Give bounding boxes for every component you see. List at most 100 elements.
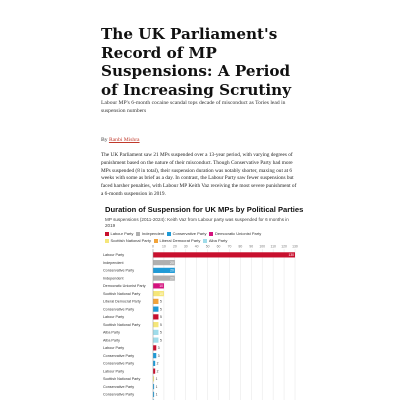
author-link[interactable]: Ranbi Mishra: [108, 137, 140, 143]
category-label: Labour Party: [103, 369, 124, 373]
x-tick-label: 90: [249, 245, 253, 249]
x-tick-label: 70: [228, 245, 232, 249]
bar: [153, 353, 157, 359]
bar: [153, 376, 155, 382]
x-tick-label: 130: [292, 245, 298, 249]
legend-label: Alba Party: [208, 238, 228, 243]
value-label: 2: [157, 362, 159, 366]
value-label: 5: [160, 300, 162, 304]
category-label: Conservative Party: [103, 362, 134, 366]
x-tick-label: 10: [162, 245, 166, 249]
bar: [153, 260, 175, 266]
legend-label: Conservative Party: [172, 231, 207, 236]
legend-swatch: [167, 231, 172, 236]
legend-item: Independent: [136, 231, 164, 236]
bar: [153, 391, 155, 397]
legend-swatch: [136, 231, 141, 236]
category-label: Scottish National Party: [103, 377, 140, 381]
legend-swatch: [203, 238, 208, 243]
bar: [153, 322, 159, 328]
category-label: Conservative Party: [103, 385, 134, 389]
chart-subtitle: MP suspensions (2011-2024): Keith Vaz fr…: [105, 217, 289, 228]
bar: [153, 298, 159, 304]
legend-item: Scottish National Party: [105, 238, 151, 243]
x-tick-label: 40: [195, 245, 199, 249]
category-label: Conservative Party: [103, 307, 134, 311]
x-tick-label: 60: [217, 245, 221, 249]
x-tick-label: 30: [184, 245, 188, 249]
legend-label: Democratic Unionist Party: [214, 231, 262, 236]
bar: [153, 291, 164, 297]
x-tick-label: 0: [152, 245, 154, 249]
value-label: 5: [160, 331, 162, 335]
bar: [153, 368, 156, 374]
bar: [153, 306, 159, 312]
bar: [153, 314, 159, 320]
value-label: 2: [157, 369, 159, 373]
value-label: 3: [158, 346, 160, 350]
category-label: Conservative Party: [103, 269, 134, 273]
article-dek: Labour MP's 6-month cocaine scandal tops…: [101, 100, 286, 114]
bar: [153, 337, 159, 343]
x-tick-label: 50: [206, 245, 210, 249]
bar: [153, 267, 175, 273]
value-label: 1: [156, 377, 158, 381]
value-label: 10: [159, 284, 163, 288]
value-label: 130: [288, 253, 294, 257]
category-label: Labour Party: [103, 346, 124, 350]
x-tick-label: 100: [259, 245, 265, 249]
value-label: 20: [170, 269, 174, 273]
legend-swatch: [105, 231, 109, 236]
legend-item: Liberal Democrat Party: [153, 238, 201, 243]
legend-swatch: [153, 238, 158, 243]
value-label: 20: [170, 261, 174, 265]
value-label: 1: [156, 385, 158, 389]
legend-label: Scottish National Party: [110, 238, 151, 243]
value-label: 5: [160, 315, 162, 319]
category-label: Independent: [103, 276, 124, 280]
value-label: 10: [159, 292, 163, 296]
value-label: 3: [158, 354, 160, 358]
bar: [153, 360, 156, 366]
bar: [153, 345, 157, 351]
x-tick-label: 20: [173, 245, 177, 249]
value-label: 5: [160, 338, 162, 342]
byline-prefix: By: [101, 137, 108, 143]
value-label: 5: [160, 307, 162, 311]
bar: [153, 283, 164, 289]
x-tick-label: 120: [281, 245, 287, 249]
legend-label: Independent: [141, 231, 165, 236]
category-label: Independent: [103, 261, 124, 265]
chart-title: Duration of Suspension for UK MPs by Pol…: [105, 205, 304, 214]
value-label: 1: [156, 393, 158, 397]
legend-item: Democratic Unionist Party: [209, 231, 261, 236]
value-label: 20: [170, 276, 174, 280]
bar: [153, 252, 295, 258]
suspension-chart: 0 10 20 30 40 50 60 70 80 90 100 110 120 130 Labour Pa…: [101, 203, 304, 400]
legend-label: Liberal Democrat Party: [159, 238, 201, 243]
article-byline: By Ranbi Mishra: [101, 137, 140, 143]
category-label: Labour Party: [103, 315, 124, 319]
category-label: Liberal Democrat Party: [103, 300, 141, 304]
category-label: Alba Party: [103, 331, 120, 335]
legend-swatch: [105, 238, 109, 243]
bar: [153, 275, 175, 281]
legend-item: Alba Party: [203, 238, 227, 243]
bar: [153, 329, 159, 335]
bar: [153, 384, 155, 390]
category-label: Conservative Party: [103, 393, 134, 397]
category-label: Democratic Unionist Party: [103, 284, 146, 288]
article-headline: The UK Parliament's Record of MP Suspens…: [101, 25, 292, 99]
category-label: Scottish National Party: [103, 292, 140, 296]
legend-swatch: [209, 231, 214, 236]
article-body: The UK Parliament saw 21 MPs suspended o…: [101, 152, 297, 197]
value-label: 5: [160, 323, 162, 327]
legend-label: Labour Party: [110, 231, 134, 236]
legend-item: Conservative Party: [167, 231, 206, 236]
category-label: Alba Party: [103, 338, 120, 342]
category-label: Labour Party: [103, 253, 124, 257]
legend-item: Labour Party: [105, 231, 133, 236]
category-label: Conservative Party: [103, 354, 134, 358]
